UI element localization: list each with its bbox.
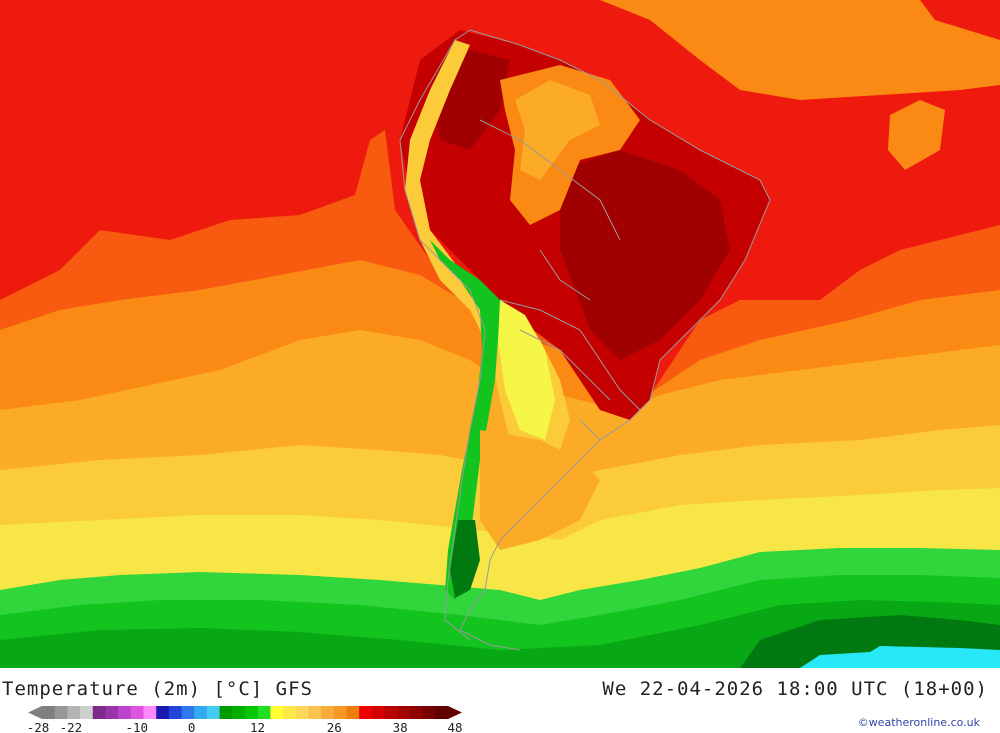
scale-swatch	[333, 706, 347, 719]
temperature-map	[0, 0, 1000, 668]
scale-swatch	[181, 706, 195, 719]
scale-swatch	[219, 706, 233, 719]
continent-light-orange-highlands	[515, 80, 600, 180]
field-orange-north	[600, 0, 1000, 100]
field-orange-atlantic-patch	[888, 100, 945, 170]
scale-swatch	[232, 706, 246, 719]
scale-tick-label: -28	[27, 720, 50, 733]
scale-swatch	[371, 706, 386, 719]
chile-dark-green	[450, 520, 480, 598]
scale-swatch	[54, 706, 68, 719]
scale-swatch	[397, 706, 411, 719]
scale-swatch	[118, 706, 132, 719]
continent-deep-red-core	[560, 150, 730, 360]
scale-swatch	[435, 706, 449, 719]
scale-tick-label: 0	[188, 720, 196, 733]
color-scale-legend: -28 -22 -10 0 12 26 38 48	[27, 706, 463, 733]
scale-tick-label: 38	[393, 720, 408, 733]
scale-tick-label: 48	[447, 720, 462, 733]
scale-swatch	[409, 706, 424, 719]
field-cyan-patch	[800, 646, 1000, 668]
scale-swatch	[346, 706, 360, 719]
chile-green-strip	[430, 240, 500, 600]
credit-link[interactable]: ©weatheronline.co.uk	[857, 716, 980, 729]
scale-swatch	[321, 706, 335, 719]
scale-swatch	[92, 706, 106, 719]
color-scale-swatches	[28, 706, 462, 719]
scale-swatch	[245, 706, 259, 719]
footer	[0, 668, 1000, 733]
scale-tick-label: 12	[250, 720, 265, 733]
scale-swatch	[384, 706, 398, 719]
color-scale-ticks: -28 -22 -10 0 12 26 38 48	[27, 720, 463, 733]
scale-swatch	[257, 706, 271, 719]
valid-time: We 22-04-2026 18:00 UTC (18+00)	[602, 678, 988, 700]
temperature-field	[0, 0, 1000, 668]
scale-arrow-right	[448, 706, 462, 719]
scale-swatch	[422, 706, 436, 719]
scale-swatch	[295, 706, 309, 719]
scale-swatch	[206, 706, 221, 719]
scale-swatch	[270, 706, 284, 719]
scale-swatch	[283, 706, 297, 719]
scale-arrow-left	[28, 706, 42, 719]
scale-tick-label: -10	[125, 720, 148, 733]
country-borders	[399, 29, 771, 651]
andes-yellow-inner	[498, 300, 555, 440]
scale-swatch	[156, 706, 170, 719]
scale-swatch	[130, 706, 144, 719]
scale-swatch	[143, 706, 157, 719]
map-title: Temperature (2m) [°C] GFS	[2, 678, 313, 700]
scale-tick-label: 26	[327, 720, 342, 733]
patagonia-orange	[480, 430, 600, 550]
scale-swatch	[42, 706, 56, 719]
scale-swatch	[168, 706, 183, 719]
scale-swatch	[308, 706, 322, 719]
scale-swatch	[105, 706, 119, 719]
scale-swatch	[67, 706, 81, 719]
scale-swatch	[194, 706, 208, 719]
scale-swatch	[359, 706, 373, 719]
scale-swatch	[80, 706, 94, 719]
scale-tick-label: -22	[60, 720, 83, 733]
field-mid-green-band	[0, 600, 1000, 668]
